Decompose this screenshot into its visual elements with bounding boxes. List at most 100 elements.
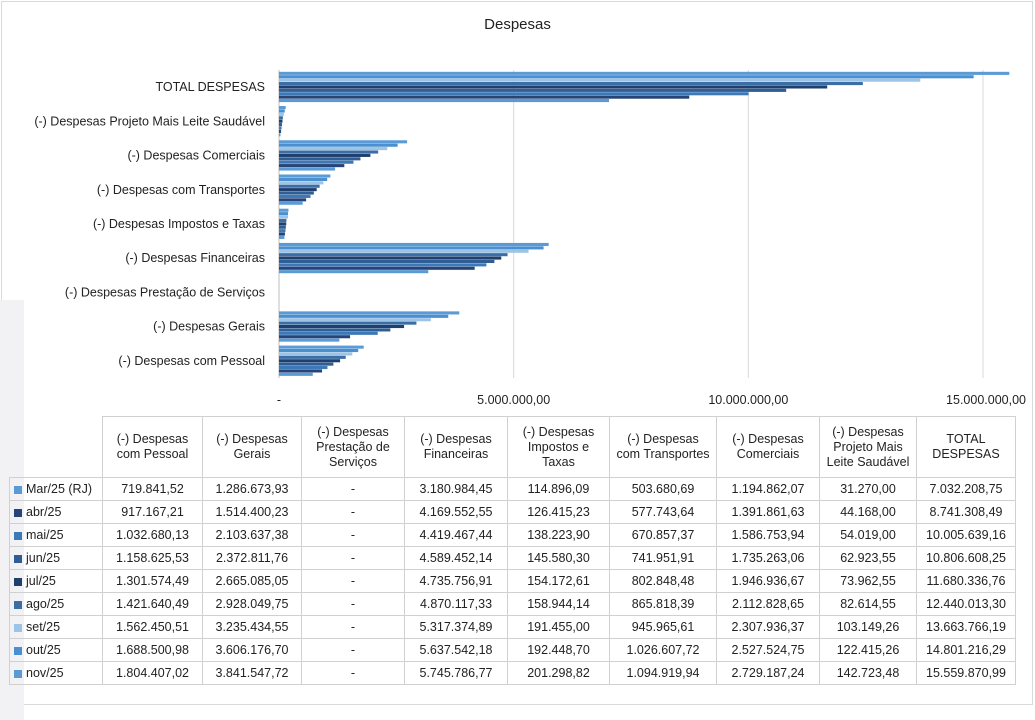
series-name: jun/25: [26, 551, 61, 565]
column-header: (-) Despesas com Transportes: [609, 416, 717, 478]
bar: [279, 311, 460, 315]
bar: [279, 123, 282, 127]
x-tick-label: -: [277, 393, 281, 407]
bar: [279, 201, 303, 205]
table-cell: 1.804.407,02: [102, 661, 203, 685]
bar: [279, 229, 286, 233]
table-row: out/25 1.688.500,98 3.606.176,70-5.637.542…: [9, 638, 1016, 662]
series-name: Mar/25 (RJ): [26, 482, 92, 496]
bar: [279, 194, 311, 198]
table-cell: 201.298,82: [507, 661, 610, 685]
table-cell: 13.663.766,19: [916, 615, 1016, 639]
table-row: jun/25 1.158.625,53 2.372.811,76-4.589.452…: [9, 546, 1016, 570]
table-cell: 2.112.828,65: [716, 592, 820, 616]
bar: [279, 184, 320, 188]
bar: [279, 348, 359, 353]
legend-entry: jul/25: [9, 569, 103, 593]
bar: [279, 147, 388, 151]
table-row: nov/25 1.804.407,02 3.841.547,72-5.745.786…: [9, 661, 1016, 685]
bar: [279, 143, 398, 147]
table-cell: 719.841,52: [102, 477, 203, 501]
table-cell: 1.421.640,49: [102, 592, 203, 616]
category-label: (-) Despesas com Pessoal: [118, 354, 265, 368]
table-cell: 1.586.753,94: [716, 523, 820, 547]
bar: [279, 88, 787, 92]
bar: [279, 352, 353, 356]
table-cell: 503.680,69: [609, 477, 717, 501]
bar: [279, 314, 449, 318]
table-cell: 741.951,91: [609, 546, 717, 570]
column-header: (-) Despesas Prestação de Serviços: [301, 416, 405, 478]
bar: [279, 246, 544, 250]
bar: [279, 198, 307, 202]
table-row: abr/25 917.167,21 1.514.400,23-4.169.552,5…: [9, 500, 1016, 524]
table-cell: 1.158.625,53: [102, 546, 203, 570]
bar: [279, 263, 487, 267]
table-cell: 191.455,00: [507, 615, 610, 639]
table-cell: 865.818,39: [609, 592, 717, 616]
table-cell: 7.032.208,75: [916, 477, 1016, 501]
bar: [279, 208, 289, 212]
bar: [279, 235, 285, 239]
legend-swatch: [14, 669, 22, 678]
table-cell: 62.923,55: [819, 546, 917, 570]
table-cell: 1.946.936,67: [716, 569, 820, 593]
bar: [279, 321, 417, 325]
bar: [279, 212, 289, 216]
table-cell: -: [301, 500, 405, 524]
chart-title: Despesas: [484, 16, 551, 33]
table-cell: 2.665.085,05: [202, 569, 302, 593]
table-cell: 1.514.400,23: [202, 500, 302, 524]
table-cell: 802.848,48: [609, 569, 717, 593]
table-cell: 2.928.049,75: [202, 592, 302, 616]
category-label: (-) Despesas Impostos e Taxas: [93, 217, 265, 231]
bar: [279, 345, 364, 349]
bar-chart: (-) Despesas com Pessoal (-) Despesas Ger…: [34, 70, 1026, 407]
bar: [279, 256, 502, 260]
table-cell: 11.680.336,76: [916, 569, 1016, 593]
table-cell: 1.301.574,49: [102, 569, 203, 593]
bar: [279, 259, 495, 264]
table-cell: 1.194.862,07: [716, 477, 820, 501]
legend-entry: out/25: [9, 638, 103, 662]
bar: [279, 355, 346, 359]
category-label: (-) Despesas Projeto Mais Leite Saudável: [34, 114, 265, 128]
table-cell: 3.235.434,55: [202, 615, 302, 639]
table-cell: 5.637.542,18: [404, 638, 508, 662]
bar: [279, 95, 690, 99]
legend-entry: abr/25: [9, 500, 103, 524]
table-cell: 122.415,26: [819, 638, 917, 662]
table-cell: 10.806.608,25: [916, 546, 1016, 570]
legend-swatch: [14, 577, 22, 586]
table-cell: 82.614,55: [819, 592, 917, 616]
bar: [279, 328, 391, 332]
table-cell: 73.962,55: [819, 569, 917, 593]
legend-entry: jun/25: [9, 546, 103, 570]
legend-swatch: [14, 646, 22, 655]
table-cell: 15.559.870,99: [916, 661, 1016, 685]
bar: [279, 92, 749, 96]
bars: [279, 71, 1010, 376]
table-cell: 4.589.452,14: [404, 546, 508, 570]
legend-entry: Mar/25 (RJ): [9, 477, 103, 501]
table-cell: 2.103.637,38: [202, 523, 302, 547]
table-cell: 2.729.187,24: [716, 661, 820, 685]
table-cell: 126.415,23: [507, 500, 610, 524]
table-cell: 145.580,30: [507, 546, 610, 570]
table-cell: 1.026.607,72: [609, 638, 717, 662]
table-cell: 3.180.984,45: [404, 477, 508, 501]
bar: [279, 181, 324, 185]
table-cell: 192.448,70: [507, 638, 610, 662]
table-cell: 5.317.374,89: [404, 615, 508, 639]
bar: [279, 109, 285, 113]
legend-swatch: [14, 485, 22, 494]
table-row: jul/25 1.301.574,49 2.665.085,05-4.735.756…: [9, 569, 1016, 593]
bar: [279, 191, 314, 195]
bar: [279, 82, 863, 86]
table-cell: 1.562.450,51: [102, 615, 203, 639]
table-body: Mar/25 (RJ) 719.841,52 1.286.673,93-3.180.…: [9, 477, 1016, 685]
table-cell: -: [301, 477, 405, 501]
table-cell: 1.735.263,06: [716, 546, 820, 570]
table-cell: 10.005.639,16: [916, 523, 1016, 547]
table-row: mai/25 1.032.680,13 2.103.637,38-4.419.467…: [9, 523, 1016, 547]
